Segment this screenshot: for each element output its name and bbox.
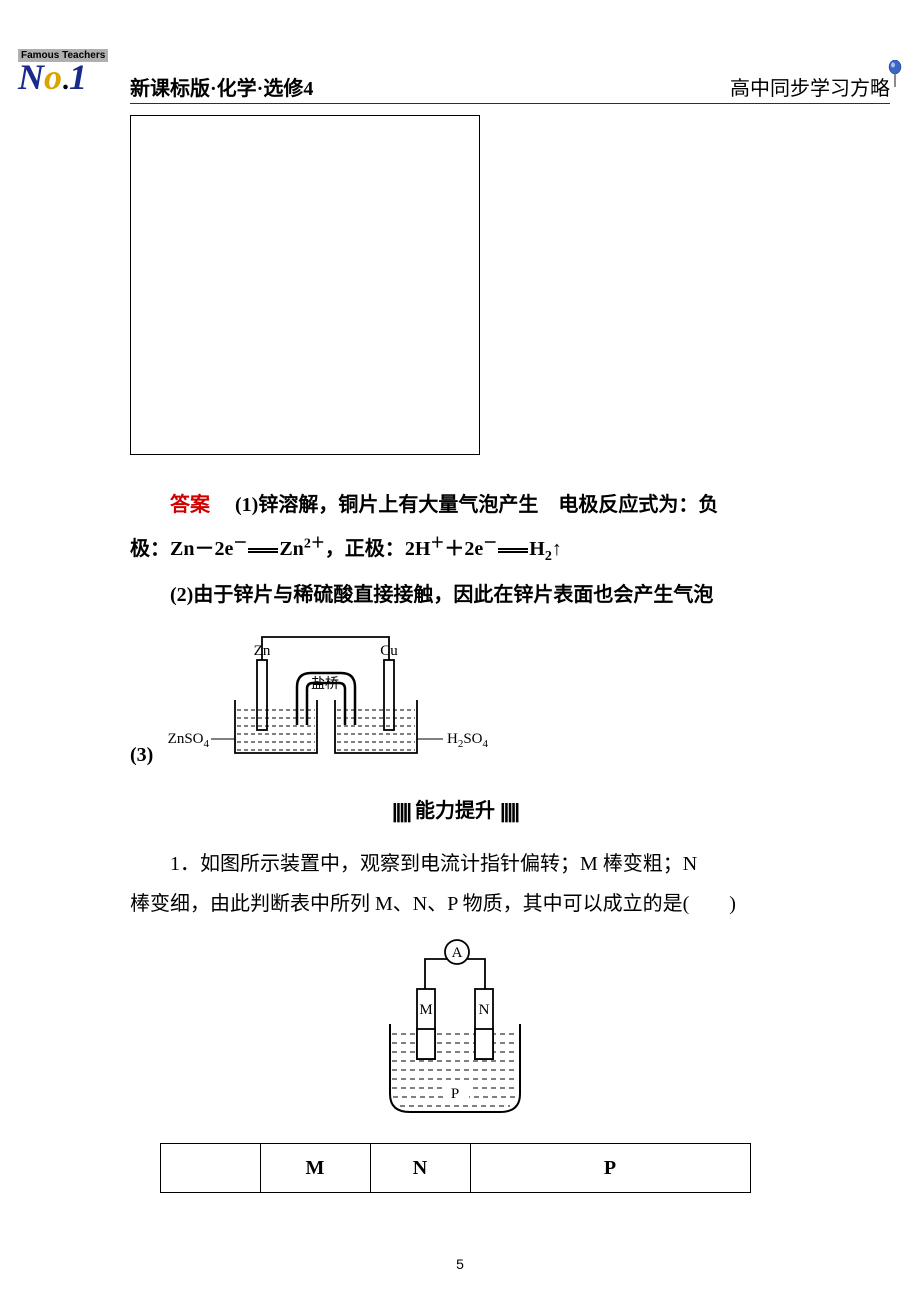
salt-bridge-cell-diagram: Zn Cu 盐桥 ZnSO4 H2SO4 xyxy=(157,625,517,775)
answer-diagram-row: (3) Zn Cu 盐桥 ZnSO4 H2SO4 xyxy=(130,625,780,775)
table-cell-p: P xyxy=(470,1144,750,1193)
svg-text:M: M xyxy=(419,1002,432,1018)
answer-3-num: (3) xyxy=(130,735,153,775)
q1-line-1: 1．如图所示装置中，观察到电流计指针偏转；M 棒变粗；N xyxy=(130,844,780,884)
galvanometer-cell-diagram: A M N P xyxy=(355,934,555,1119)
answer-line-1: 答案 (1)锌溶解，铜片上有大量气泡产生 电极反应式为：负 xyxy=(130,485,780,525)
svg-text:P: P xyxy=(451,1086,459,1102)
answer-label: 答案 xyxy=(170,494,210,516)
section-title: ||||| 能力提升 ||||| xyxy=(130,791,780,832)
svg-text:H2SO4: H2SO4 xyxy=(447,731,489,750)
q1-line-2: 棒变细，由此判断表中所列 M、N、P 物质，其中可以成立的是( ) xyxy=(130,884,780,924)
q1-table: M N P xyxy=(160,1143,751,1193)
q1-diagram-wrap: A M N P xyxy=(130,934,780,1133)
figure-placeholder xyxy=(130,115,480,455)
table-cell-m: M xyxy=(260,1144,370,1193)
stripes-left-icon: ||||| xyxy=(392,792,410,832)
svg-text:N: N xyxy=(479,1002,490,1018)
page-content: 答案 (1)锌溶解，铜片上有大量气泡产生 电极反应式为：负 极：Zn－2e－Zn… xyxy=(130,115,780,1193)
header-left: 新课标版·化学·选修4 xyxy=(130,72,313,101)
svg-text:A: A xyxy=(452,945,463,961)
logo-no1: No.1 xyxy=(18,63,118,95)
answer-line-3: (2)由于锌片与稀硫酸直接接触，因此在锌片表面也会产生气泡 xyxy=(130,575,780,615)
answer-line-2: 极：Zn－2e－Zn2＋，正极：2H＋＋2e－H2↑ xyxy=(130,529,780,571)
table-cell-n: N xyxy=(370,1144,470,1193)
pin-icon xyxy=(888,60,902,88)
page-number: 5 xyxy=(0,1256,920,1272)
header-right: 高中同步学习方略 xyxy=(730,72,890,101)
page-header: 新课标版·化学·选修4 高中同步学习方略 xyxy=(130,78,890,104)
svg-text:ZnSO4: ZnSO4 xyxy=(168,731,210,750)
brand-logo: Famous Teachers No.1 xyxy=(18,45,118,95)
table-cell-blank xyxy=(160,1144,260,1193)
table-row: M N P xyxy=(160,1144,750,1193)
stripes-right-icon: ||||| xyxy=(500,792,518,832)
